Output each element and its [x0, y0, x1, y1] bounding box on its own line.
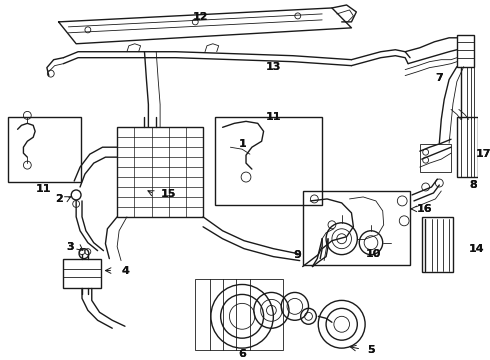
Text: 8: 8	[469, 180, 477, 190]
Text: 6: 6	[238, 349, 246, 359]
Text: 4: 4	[121, 266, 129, 275]
Text: 5: 5	[367, 345, 375, 355]
Bar	[422, 217, 453, 271]
Text: 9: 9	[294, 249, 302, 260]
Text: 2: 2	[55, 194, 62, 204]
Text: 10: 10	[365, 249, 381, 258]
Bar	[303, 191, 410, 265]
Text: 14: 14	[468, 244, 484, 254]
Bar	[8, 117, 81, 182]
Text: 14: 14	[468, 244, 484, 254]
Text: 4: 4	[121, 266, 129, 275]
Text: 11: 11	[266, 112, 281, 122]
Text: 17: 17	[475, 149, 490, 159]
Text: 17: 17	[475, 149, 490, 159]
Text: 5: 5	[367, 345, 375, 355]
Bar	[457, 117, 478, 177]
Text: 11: 11	[35, 184, 50, 194]
Bar	[215, 117, 322, 205]
Text: 11: 11	[35, 184, 50, 194]
Text: 1: 1	[238, 139, 246, 149]
Bar	[457, 35, 474, 67]
Text: 13: 13	[266, 62, 281, 72]
Text: 7: 7	[436, 73, 443, 82]
Text: 3: 3	[67, 242, 74, 252]
Text: 15: 15	[160, 189, 175, 199]
Text: 9: 9	[294, 249, 302, 260]
Text: 10: 10	[365, 249, 381, 258]
Text: 1: 1	[238, 139, 246, 149]
Text: 16: 16	[417, 204, 433, 214]
Bar	[420, 144, 451, 172]
Text: 12: 12	[193, 12, 208, 22]
Text: 13: 13	[266, 62, 281, 72]
Text: 15: 15	[160, 189, 175, 199]
Text: 2: 2	[55, 194, 62, 204]
Text: 11: 11	[266, 112, 281, 122]
Text: 7: 7	[436, 73, 443, 82]
Text: 3: 3	[67, 242, 74, 252]
Bar	[64, 258, 100, 288]
Text: 12: 12	[193, 12, 208, 22]
Text: 16: 16	[417, 204, 433, 214]
Bar	[117, 127, 203, 217]
Text: 8: 8	[469, 180, 477, 190]
Bar	[195, 279, 283, 350]
Text: 6: 6	[238, 349, 246, 359]
